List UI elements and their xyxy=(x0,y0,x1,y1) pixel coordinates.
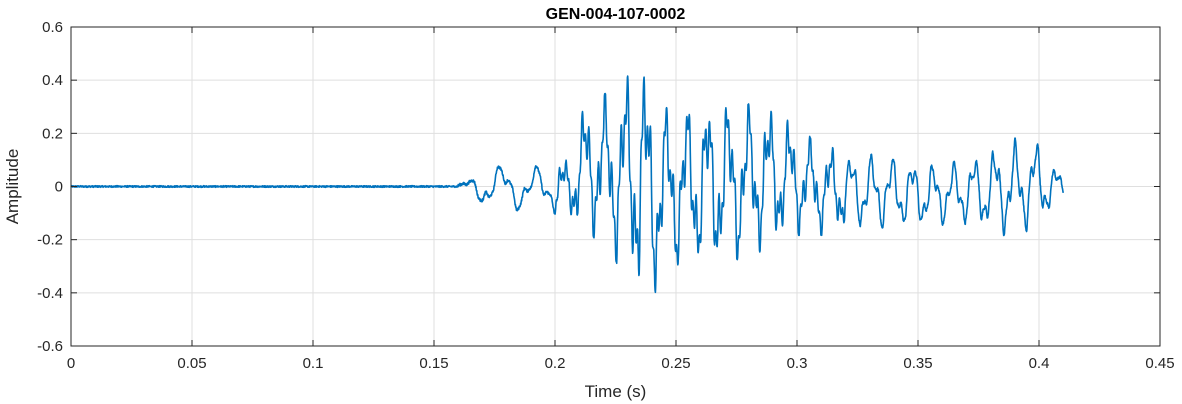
y-tick-label: -0.2 xyxy=(37,232,63,249)
x-tick-label: 0.45 xyxy=(1145,355,1174,372)
x-tick-label: 0.05 xyxy=(177,355,206,372)
y-tick-label: 0.4 xyxy=(42,72,63,89)
x-tick-label: 0.15 xyxy=(419,355,448,372)
y-axis-label: Amplitude xyxy=(3,149,22,225)
y-axis: -0.6 -0.4 -0.2 0 0.2 0.4 0.6 xyxy=(37,19,1160,355)
y-tick-label: -0.4 xyxy=(37,285,63,302)
x-tick-label: 0 xyxy=(67,355,75,372)
x-axis: 0 0.05 0.1 0.15 0.2 0.25 0.3 0.35 0.4 0.45 xyxy=(67,27,1175,372)
y-tick-label: 0.6 xyxy=(42,19,63,36)
x-tick-label: 0.25 xyxy=(661,355,690,372)
x-tick-label: 0.35 xyxy=(903,355,932,372)
x-tick-label: 0.3 xyxy=(787,355,808,372)
chart-title: GEN-004-107-0002 xyxy=(546,6,686,23)
x-tick-label: 0.1 xyxy=(303,355,324,372)
y-tick-label: 0 xyxy=(55,179,63,196)
y-tick-label: -0.6 xyxy=(37,338,63,355)
x-axis-label: Time (s) xyxy=(585,382,647,401)
plot-area xyxy=(70,75,1064,294)
y-tick-label: 0.2 xyxy=(42,125,63,142)
series-line xyxy=(70,75,1064,294)
x-tick-label: 0.4 xyxy=(1029,355,1050,372)
x-tick-label: 0.2 xyxy=(545,355,566,372)
